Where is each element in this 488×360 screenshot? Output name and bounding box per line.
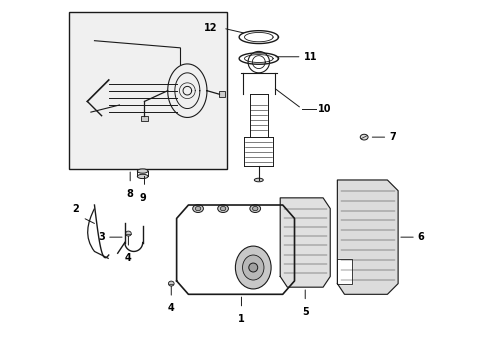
Bar bbox=[141, 116, 148, 121]
Text: 5: 5 bbox=[301, 307, 308, 317]
Ellipse shape bbox=[249, 204, 260, 212]
Ellipse shape bbox=[192, 204, 203, 212]
Text: 8: 8 bbox=[126, 189, 133, 199]
Ellipse shape bbox=[220, 206, 225, 211]
Text: 6: 6 bbox=[417, 232, 424, 242]
Ellipse shape bbox=[360, 134, 367, 140]
Ellipse shape bbox=[137, 174, 148, 179]
Text: 4: 4 bbox=[167, 303, 174, 313]
Text: 9: 9 bbox=[139, 193, 146, 203]
Text: 2: 2 bbox=[72, 204, 79, 214]
Bar bbox=[69, 12, 226, 169]
Ellipse shape bbox=[235, 246, 270, 289]
Ellipse shape bbox=[125, 231, 131, 236]
Ellipse shape bbox=[168, 281, 174, 286]
Text: 11: 11 bbox=[303, 52, 316, 62]
Ellipse shape bbox=[137, 169, 148, 173]
Ellipse shape bbox=[248, 263, 257, 272]
Text: 12: 12 bbox=[204, 23, 217, 33]
Text: 4: 4 bbox=[125, 253, 131, 263]
Ellipse shape bbox=[252, 206, 257, 211]
Text: 1: 1 bbox=[238, 314, 244, 324]
Ellipse shape bbox=[195, 206, 201, 211]
Bar bbox=[218, 91, 225, 97]
Polygon shape bbox=[337, 258, 351, 284]
Polygon shape bbox=[337, 180, 397, 294]
Text: 7: 7 bbox=[388, 132, 395, 142]
Polygon shape bbox=[280, 198, 329, 287]
Text: 3: 3 bbox=[98, 232, 105, 242]
Ellipse shape bbox=[242, 255, 264, 280]
Ellipse shape bbox=[217, 204, 228, 212]
Ellipse shape bbox=[254, 178, 263, 182]
Text: 10: 10 bbox=[317, 104, 330, 113]
